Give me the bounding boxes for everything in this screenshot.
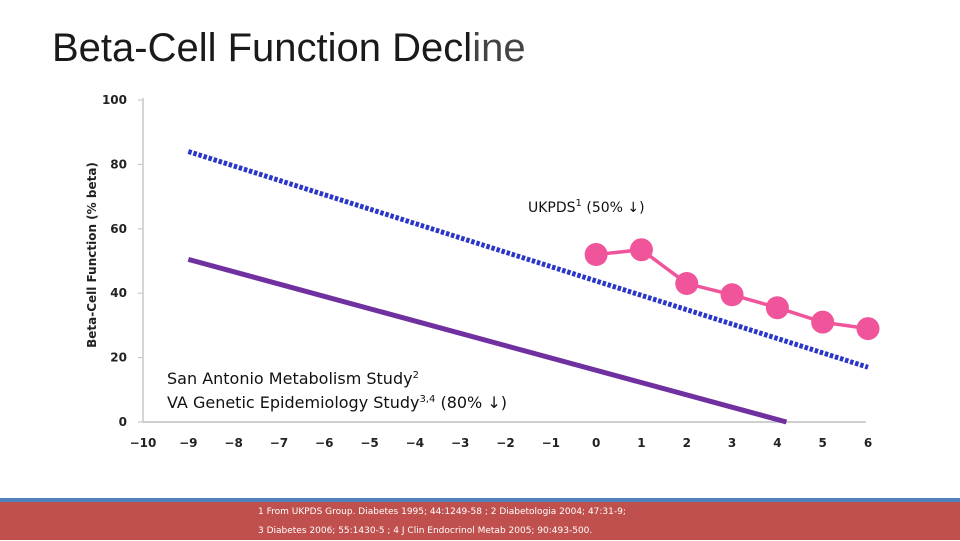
x-tick-label: 4 [773, 436, 781, 450]
y-axis-label: Beta-Cell Function (% beta) [85, 162, 99, 348]
x-tick-label: −3 [451, 436, 469, 450]
x-tick-label: −7 [270, 436, 288, 450]
annotation-va-genetic: VA Genetic Epidemiology Study3,4 (80% ↓) [167, 393, 507, 412]
x-tick-label: 2 [683, 436, 691, 450]
data-point [675, 272, 699, 296]
series-line-san-antonio-trend [187, 256, 788, 425]
y-tick-label: 0 [119, 415, 127, 429]
annotation-san-antonio: San Antonio Metabolism Study2 [167, 369, 419, 388]
x-tick-label: 1 [637, 436, 645, 450]
x-tick-label: 6 [864, 436, 872, 450]
data-point [720, 283, 744, 307]
y-tick-label: 40 [110, 286, 127, 300]
x-tick-label: −9 [179, 436, 197, 450]
reference-line-2: 3 Diabetes 2006; 55:1430-5 ; 4 J Clin En… [258, 526, 593, 536]
x-tick-label: −6 [315, 436, 333, 450]
annotation-ukpds: UKPDS1 (50% ↓) [528, 198, 645, 216]
data-point [629, 238, 653, 262]
chart-series [187, 149, 880, 425]
x-tick-label: 0 [592, 436, 600, 450]
reference-line-1: 1 From UKPDS Group. Diabetes 1995; 44:12… [258, 507, 626, 517]
y-tick-label: 80 [110, 157, 127, 171]
x-tick-label: −10 [130, 436, 157, 450]
x-tick-label: −1 [542, 436, 560, 450]
title-tail: ine [472, 26, 526, 70]
references: 1 From UKPDS Group. Diabetes 1995; 44:12… [258, 503, 678, 541]
data-point [765, 296, 789, 320]
series-line-ukpds-trend [187, 149, 869, 370]
x-tick-label: −2 [496, 436, 514, 450]
data-point [811, 310, 835, 334]
title-main: Beta-Cell Function Decl [52, 26, 473, 70]
slide-title: Beta-Cell Function Decline [52, 26, 526, 71]
y-tick-label: 60 [110, 222, 127, 236]
x-tick-label: −5 [360, 436, 378, 450]
x-tick-label: −8 [224, 436, 242, 450]
y-tick-label: 100 [102, 93, 127, 107]
footer-band [0, 498, 960, 540]
data-point [856, 317, 880, 341]
y-tick-label: 20 [110, 351, 127, 365]
x-tick-label: −4 [406, 436, 424, 450]
data-point [584, 243, 608, 267]
chart-labels: UKPDS1 (50% ↓) San Antonio Metabolism Stu… [167, 198, 645, 412]
x-tick-label: 3 [728, 436, 736, 450]
x-tick-label: 5 [819, 436, 827, 450]
